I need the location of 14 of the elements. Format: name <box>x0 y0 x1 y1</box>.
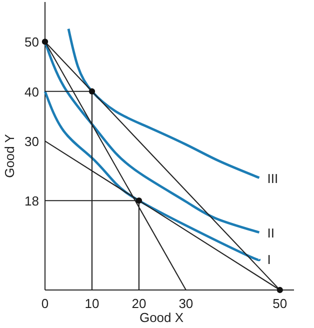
y-tick-label: 18 <box>24 194 39 209</box>
y-tick-label: 40 <box>24 84 39 100</box>
series-label: I <box>267 252 271 268</box>
x-tick-label: 50 <box>272 296 288 311</box>
y-axis-title: Good Y <box>2 134 17 178</box>
y-tick-label: 30 <box>24 134 39 150</box>
x-axis-title: Good X <box>139 310 184 325</box>
series-label: II <box>267 225 274 240</box>
x-tick-label: 0 <box>41 296 49 311</box>
x-tick-label: 30 <box>178 296 194 311</box>
series-label: III <box>267 170 278 186</box>
x-tick-label: 20 <box>132 296 146 311</box>
y-tick-label: 50 <box>24 34 39 50</box>
x-tick-label: 10 <box>84 296 100 311</box>
